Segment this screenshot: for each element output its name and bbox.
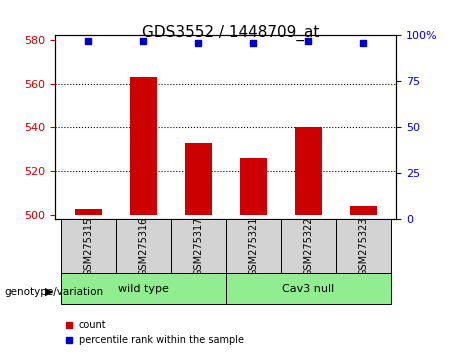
FancyBboxPatch shape	[61, 273, 226, 304]
Point	[140, 38, 147, 44]
FancyBboxPatch shape	[116, 219, 171, 273]
FancyBboxPatch shape	[226, 273, 391, 304]
Text: GSM275323: GSM275323	[359, 216, 368, 276]
Bar	[295, 127, 322, 215]
Point	[85, 38, 92, 44]
Text: genotype/variation: genotype/variation	[5, 287, 104, 297]
FancyBboxPatch shape	[171, 219, 226, 273]
Text: GSM275321: GSM275321	[248, 216, 259, 276]
Text: Cav3 null: Cav3 null	[282, 284, 335, 293]
Bar	[240, 158, 267, 215]
FancyBboxPatch shape	[281, 219, 336, 273]
Point	[360, 40, 367, 46]
Legend: count, percentile rank within the sample: count, percentile rank within the sample	[60, 316, 248, 349]
FancyBboxPatch shape	[61, 219, 116, 273]
Point	[305, 38, 312, 44]
Text: GDS3552 / 1448709_at: GDS3552 / 1448709_at	[142, 25, 319, 41]
Text: ▶: ▶	[45, 287, 53, 297]
Text: GSM275317: GSM275317	[193, 216, 203, 276]
FancyBboxPatch shape	[336, 219, 391, 273]
Bar	[130, 77, 157, 215]
Text: GSM275316: GSM275316	[138, 216, 148, 276]
FancyBboxPatch shape	[226, 219, 281, 273]
Bar	[184, 143, 212, 215]
Text: GSM275322: GSM275322	[303, 216, 313, 276]
Text: GSM275315: GSM275315	[83, 216, 93, 276]
Point	[195, 40, 202, 46]
Point	[250, 40, 257, 46]
Bar	[75, 209, 102, 215]
Text: wild type: wild type	[118, 284, 169, 293]
Bar	[350, 206, 377, 215]
